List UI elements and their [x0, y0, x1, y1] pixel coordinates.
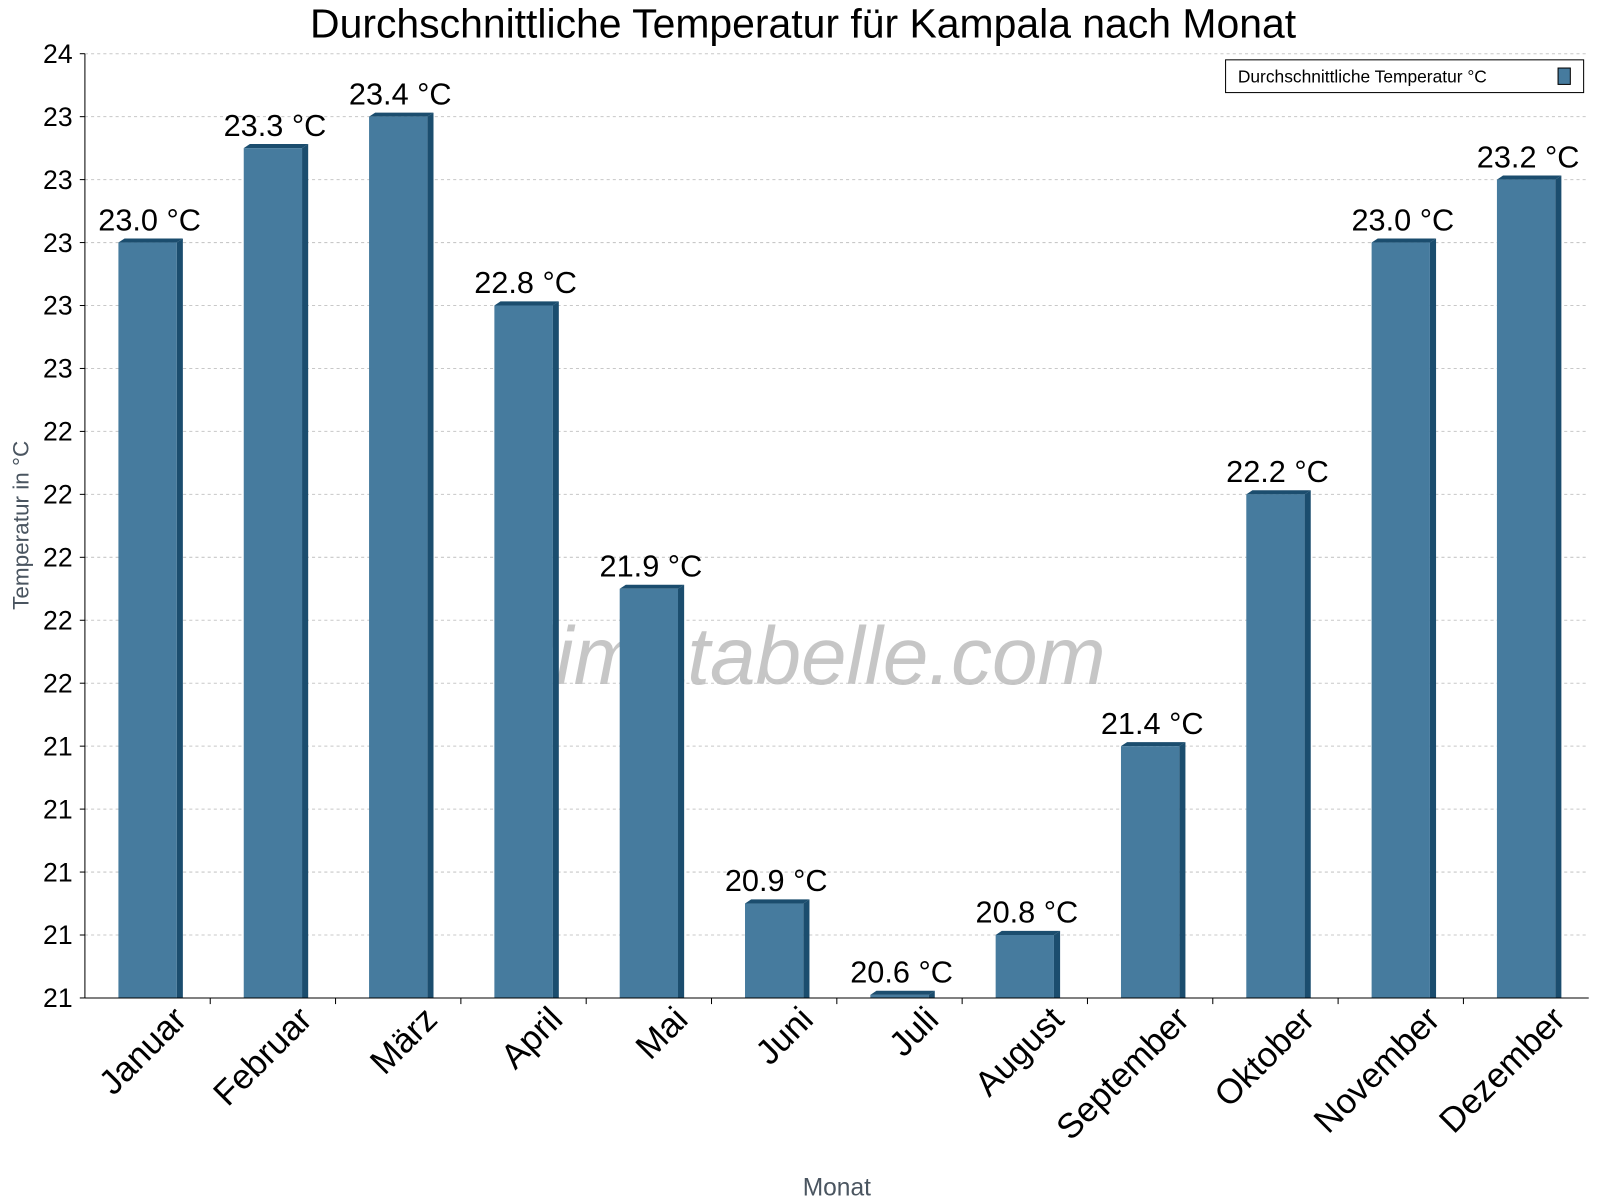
bar-top: [1120, 742, 1186, 747]
bar: [494, 305, 553, 998]
bar: [243, 148, 303, 998]
bar-top: [995, 930, 1061, 936]
bar-top: [1371, 238, 1437, 243]
data-label: 21.4 °C: [1101, 706, 1204, 741]
bar-side: [678, 584, 685, 998]
x-tick-label: September: [1050, 1000, 1197, 1147]
data-label: 23.4 °C: [349, 76, 452, 111]
y-tick-label: 23: [43, 291, 73, 321]
legend-swatch: [1557, 67, 1571, 85]
bar-side: [176, 238, 183, 998]
x-tick-label: August: [968, 1000, 1072, 1104]
x-tick-label: März: [363, 1000, 445, 1082]
watermark: klimatabelle.com: [496, 611, 1105, 702]
data-label: 22.8 °C: [474, 265, 577, 300]
y-tick-label: 21: [43, 857, 73, 887]
bar-side: [1555, 175, 1562, 998]
y-tick-label: 22: [43, 417, 73, 447]
data-label: 23.2 °C: [1477, 139, 1580, 174]
y-tick-label: 21: [43, 983, 73, 1013]
gridlines: [84, 53, 1589, 936]
y-tick-label: 23: [43, 354, 73, 384]
data-label: 23.0 °C: [98, 202, 201, 237]
bar-side: [302, 144, 309, 998]
chart-title: Durchschnittliche Temperatur für Kampala…: [310, 0, 1297, 46]
bar: [1246, 494, 1305, 998]
data-label: 20.9 °C: [725, 863, 828, 898]
data-label: 21.9 °C: [600, 549, 703, 584]
y-tick-label: 23: [43, 165, 73, 195]
x-tick-label: November: [1307, 1000, 1447, 1140]
bar: [1496, 179, 1556, 998]
x-tick-label: Oktober: [1208, 1000, 1322, 1114]
y-tick-label: 22: [43, 605, 73, 635]
x-tick-label: Mai: [629, 1000, 695, 1066]
bar-top: [1496, 175, 1562, 180]
data-label: 20.6 °C: [850, 955, 953, 990]
bar-top: [745, 899, 810, 904]
bar-side: [427, 112, 434, 998]
bar-top: [243, 144, 309, 149]
bar: [118, 242, 177, 998]
x-tick-label: Juli: [882, 1000, 946, 1064]
bar: [870, 994, 929, 998]
data-label: 23.3 °C: [224, 108, 327, 143]
bar-side: [1429, 238, 1437, 998]
bar-top: [494, 301, 559, 306]
bar-top: [619, 584, 685, 589]
bar: [1371, 242, 1430, 998]
x-tick-label: Januar: [92, 1000, 194, 1102]
bar-top: [118, 238, 183, 243]
y-tick-label: 23: [43, 228, 73, 258]
bar: [1120, 746, 1180, 998]
y-tick-label: 22: [43, 543, 73, 573]
bar-top: [870, 990, 935, 995]
bar: [745, 903, 804, 998]
bar-side: [803, 899, 810, 998]
bar-side: [928, 990, 935, 998]
data-label: 23.0 °C: [1351, 202, 1454, 237]
x-tick-label: Dezember: [1432, 1000, 1572, 1140]
bar-side: [1179, 742, 1186, 998]
x-tick-label: Juni: [749, 1000, 821, 1072]
bar-top: [369, 112, 434, 117]
bar: [619, 588, 679, 998]
y-tick-label: 24: [43, 39, 73, 69]
bar: [369, 116, 428, 998]
data-label: 20.8 °C: [976, 895, 1079, 930]
legend-box: [1225, 59, 1585, 94]
y-tick-label: 21: [43, 731, 73, 761]
legend-label: Durchschnittliche Temperatur °C: [1238, 66, 1487, 86]
legend: Durchschnittliche Temperatur °C: [1225, 59, 1585, 94]
x-tick-label: April: [494, 1000, 570, 1076]
y-tick-label: 23: [43, 102, 73, 132]
bar-top: [1246, 490, 1311, 495]
x-tick-label: Februar: [207, 1000, 320, 1113]
y-axis-label: Temperatur in °C: [9, 441, 34, 610]
x-axis-label: Monat: [803, 1174, 871, 1200]
y-tick-label: 21: [43, 920, 73, 950]
bars: 23.0 °C 23.3 °C 23.4 °C 22.8 °C 21.9 °C 20.9 …: [98, 76, 1579, 998]
y-tick-label: 22: [43, 668, 73, 698]
y-tick-label: 22: [43, 480, 73, 510]
bar-side: [552, 301, 559, 998]
data-label: 22.2 °C: [1226, 454, 1329, 489]
y-tick-label: 21: [43, 794, 73, 824]
bar-side: [1304, 490, 1311, 998]
bar: [995, 935, 1054, 998]
bar-side: [1053, 930, 1061, 998]
